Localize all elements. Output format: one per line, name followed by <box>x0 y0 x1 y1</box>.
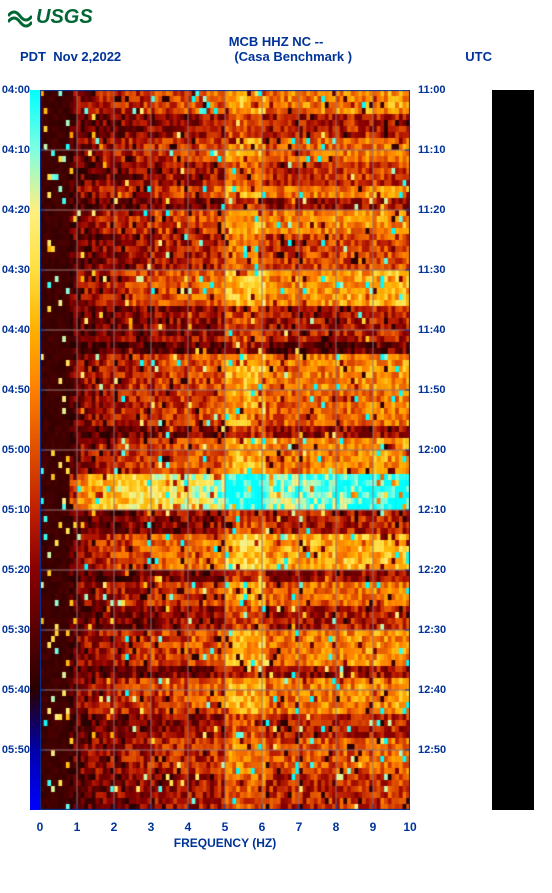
sidebar-black <box>492 90 534 810</box>
xtick: 6 <box>259 820 266 834</box>
xtick: 2 <box>111 820 118 834</box>
colorbar-canvas <box>30 90 40 810</box>
ytick-right: 12:00 <box>418 444 458 456</box>
y-axis-left: 04:0004:1004:2004:3004:4004:5005:0005:10… <box>0 90 30 810</box>
ytick-right: 12:30 <box>418 624 458 636</box>
usgs-wave-icon <box>8 8 32 28</box>
usgs-logo-text: USGS <box>36 6 93 29</box>
ytick-right: 12:20 <box>418 564 458 576</box>
ytick-left: 05:30 <box>0 624 30 636</box>
x-axis-label: FREQUENCY (HZ) <box>40 836 410 850</box>
y-axis-right: 11:0011:1011:2011:3011:4011:5012:0012:10… <box>410 90 455 810</box>
ytick-right: 12:10 <box>418 504 458 516</box>
plot-header: MCB HHZ NC -- PDT Nov 2,2022 (Casa Bench… <box>0 34 552 64</box>
ytick-left: 05:50 <box>0 744 30 756</box>
ytick-left: 04:50 <box>0 384 30 396</box>
header-station-name: (Casa Benchmark ) <box>234 49 352 64</box>
usgs-logo: USGS <box>8 6 93 29</box>
header-left-tz: PDT <box>20 49 46 64</box>
xtick: 0 <box>37 820 44 834</box>
spectrogram <box>40 90 410 810</box>
xtick: 8 <box>333 820 340 834</box>
ytick-left: 04:00 <box>0 84 30 96</box>
header-right-tz: UTC <box>465 49 492 64</box>
x-axis: FREQUENCY (HZ) 012345678910 <box>40 810 410 850</box>
ytick-left: 04:30 <box>0 264 30 276</box>
xtick: 5 <box>222 820 229 834</box>
ytick-left: 05:10 <box>0 504 30 516</box>
ytick-left: 04:20 <box>0 204 30 216</box>
xtick: 7 <box>296 820 303 834</box>
ytick-right: 11:50 <box>418 384 458 396</box>
ytick-right: 12:50 <box>418 744 458 756</box>
ytick-right: 11:10 <box>418 144 458 156</box>
ytick-left: 04:40 <box>0 324 30 336</box>
header-station: MCB HHZ NC -- <box>0 34 552 49</box>
ytick-left: 05:00 <box>0 444 30 456</box>
ytick-left: 05:40 <box>0 684 30 696</box>
xtick: 1 <box>74 820 81 834</box>
xtick: 4 <box>185 820 192 834</box>
ytick-right: 11:00 <box>418 84 458 96</box>
spectrogram-canvas <box>40 90 410 810</box>
xtick: 9 <box>370 820 377 834</box>
ytick-left: 04:10 <box>0 144 30 156</box>
ytick-right: 11:40 <box>418 324 458 336</box>
ytick-right: 11:30 <box>418 264 458 276</box>
ytick-right: 11:20 <box>418 204 458 216</box>
xtick: 10 <box>403 820 416 834</box>
ytick-right: 12:40 <box>418 684 458 696</box>
page: { "logo_text": "USGS", "header": { "line… <box>0 0 552 893</box>
colorbar <box>30 90 40 810</box>
ytick-left: 05:20 <box>0 564 30 576</box>
header-date: Nov 2,2022 <box>53 49 121 64</box>
xtick: 3 <box>148 820 155 834</box>
